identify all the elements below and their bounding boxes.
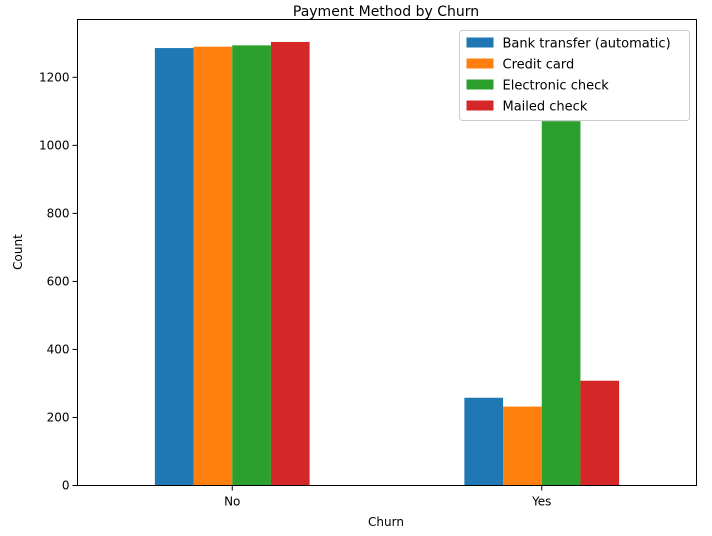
bar (541, 121, 581, 486)
chart-title: Payment Method by Churn (293, 4, 479, 20)
legend-label: Electronic check (503, 79, 610, 94)
legend-label: Credit card (503, 58, 575, 73)
legend-swatch (466, 58, 494, 69)
legend-label: Bank transfer (automatic) (503, 37, 671, 52)
y-tick-label: 400 (47, 342, 70, 356)
bars-group (154, 41, 620, 486)
y-tick-label: 1200 (39, 70, 70, 84)
legend-swatch (466, 37, 494, 48)
legend-swatch (466, 100, 494, 111)
y-axis-label: Count (11, 234, 25, 270)
y-tick-label: 600 (47, 274, 70, 288)
y-tick-label: 0 (62, 479, 70, 493)
bar (270, 41, 310, 486)
x-axis-label: Churn (368, 515, 404, 529)
plot-frame (77, 19, 697, 486)
y-tick-label: 800 (47, 206, 70, 220)
bar (154, 48, 194, 486)
legend-label: Mailed check (503, 100, 588, 115)
y-tick-label: 200 (47, 410, 70, 424)
x-tick-label: Yes (531, 495, 551, 509)
y-tick-label: 1000 (39, 138, 70, 152)
bar (580, 380, 620, 486)
legend: Bank transfer (automatic) Credit card Elec… (459, 30, 690, 121)
legend-box (459, 30, 690, 121)
x-tick-label: No (224, 495, 240, 509)
bar (464, 397, 504, 486)
legend-swatch (466, 79, 494, 90)
bar (232, 45, 271, 486)
x-axis: No Yes (224, 485, 551, 509)
bar (503, 406, 542, 486)
y-axis: 0 200 400 600 800 1000 1200 (39, 70, 78, 493)
bar (193, 46, 233, 486)
